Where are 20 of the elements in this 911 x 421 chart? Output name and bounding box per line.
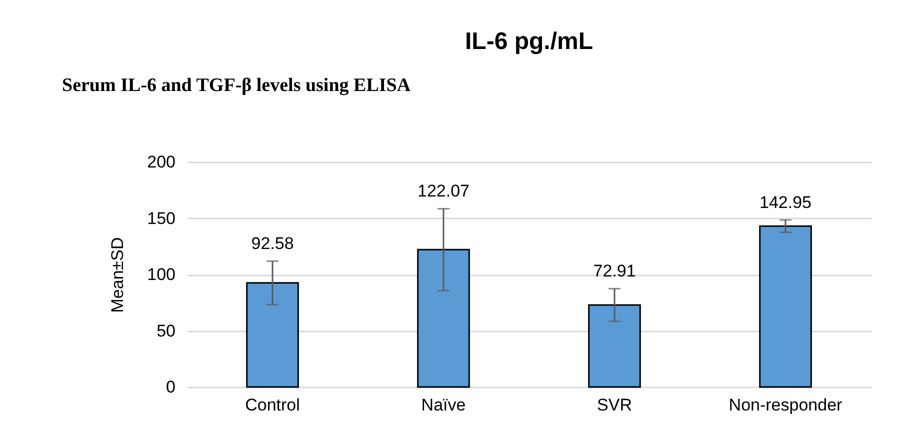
y-tick-label: 0 [166, 378, 176, 396]
y-tick-label: 150 [147, 208, 176, 228]
x-tick-label: SVR [597, 396, 632, 414]
bar [759, 225, 812, 388]
y-tick-label: 100 [147, 265, 176, 284]
y-axis-title: Mean±SD [108, 237, 128, 313]
x-tick-label: Non-responder [728, 396, 843, 414]
bar [588, 304, 641, 388]
x-tick-label: Naïve [421, 396, 466, 414]
y-tick-label: 200 [147, 152, 176, 172]
data-label: 142.95 [760, 192, 812, 212]
y-tick-label: 50 [156, 321, 176, 340]
text: Serum IL-6 and TGF-β levels using ELISA [62, 75, 411, 96]
bar [246, 282, 299, 388]
chart-title: IL-6 pg./mL [465, 28, 593, 55]
x-tick-label: Control [245, 396, 300, 414]
bar [417, 248, 470, 388]
data-label: 92.58 [251, 234, 294, 254]
data-label: 72.91 [593, 262, 636, 281]
data-label: 122.07 [418, 182, 470, 201]
